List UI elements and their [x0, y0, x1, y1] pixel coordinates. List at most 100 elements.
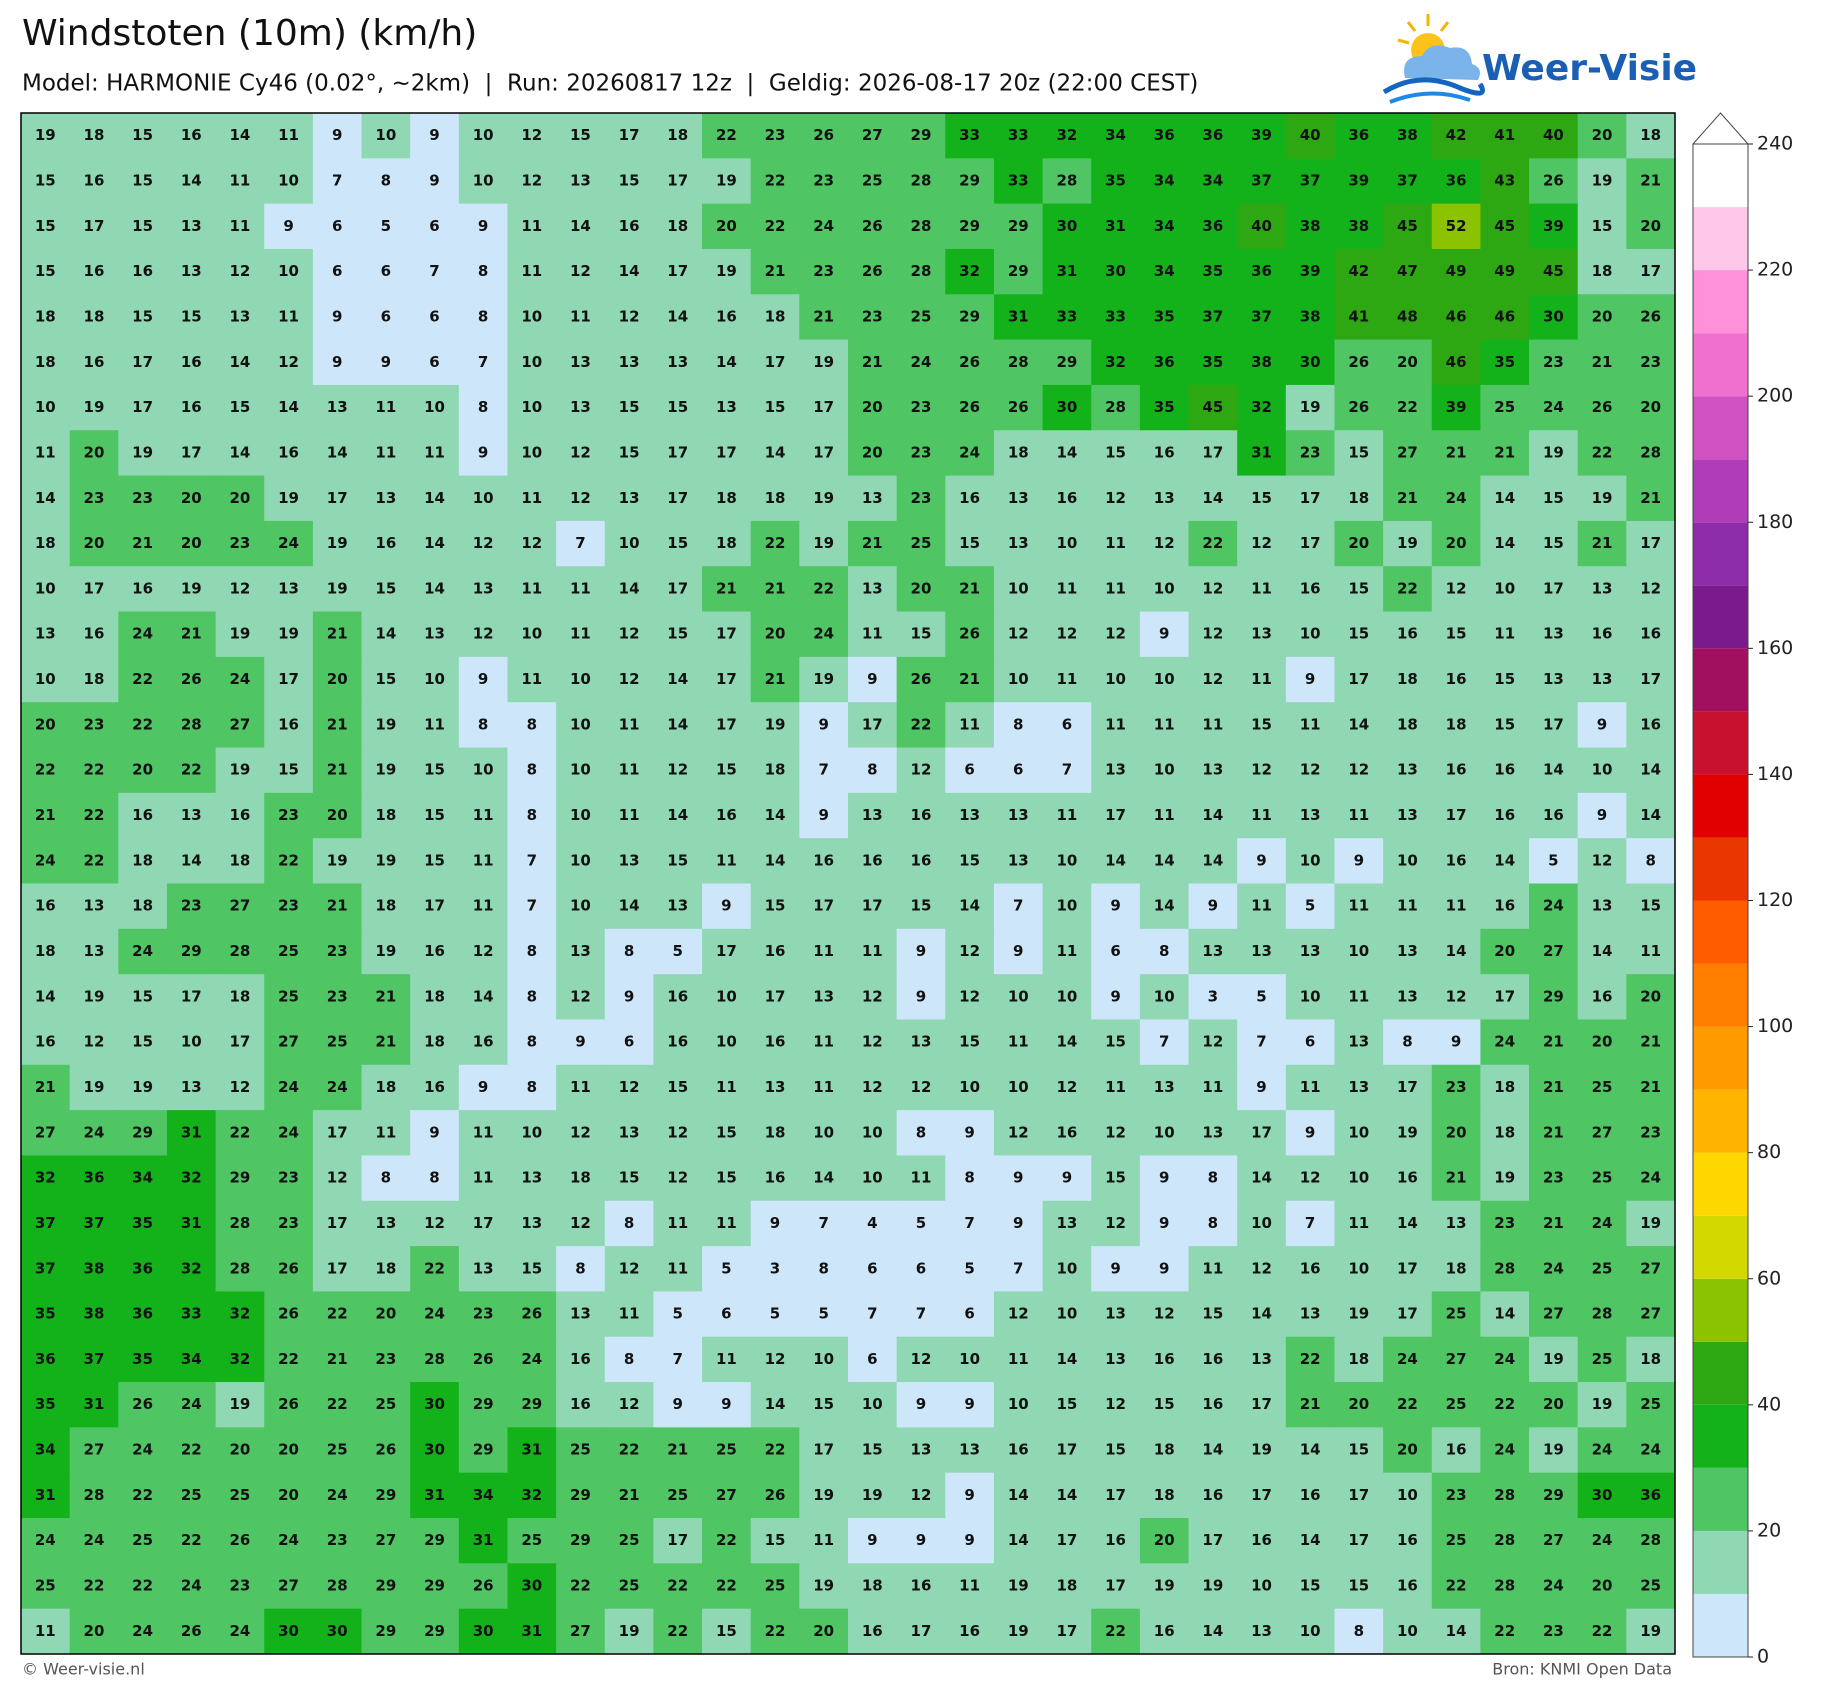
cell-label: 14 — [667, 670, 688, 688]
cell-label: 29 — [375, 1486, 396, 1504]
cell-label: 9 — [964, 1395, 974, 1413]
cell-label: 10 — [1008, 670, 1029, 688]
cell — [21, 974, 71, 1020]
cell — [166, 158, 217, 205]
cell-label: 24 — [1446, 489, 1467, 507]
cell — [848, 520, 898, 567]
cell-label: 22 — [181, 1531, 202, 1549]
cell-label: 9 — [332, 126, 342, 144]
cell — [848, 747, 898, 794]
cell-label: 13 — [862, 806, 883, 824]
cell — [604, 1064, 654, 1111]
cell-label: 7 — [527, 897, 537, 915]
cell — [896, 883, 946, 930]
cell — [750, 203, 800, 250]
cell-label: 16 — [84, 171, 105, 189]
cell-label: 19 — [229, 1395, 250, 1413]
cell-label: 31 — [181, 1214, 202, 1232]
cell-label: 24 — [1494, 1033, 1515, 1051]
cell-label: 24 — [278, 1531, 299, 1549]
cell-label: 10 — [1251, 1214, 1272, 1232]
cell-label: 24 — [521, 1350, 542, 1368]
cell — [604, 158, 654, 205]
cell — [215, 656, 265, 703]
cell-label: 12 — [521, 171, 542, 189]
cell — [556, 792, 606, 839]
cell-label: 27 — [1543, 942, 1564, 960]
cell-label: 45 — [1397, 217, 1418, 235]
cell-label: 18 — [765, 489, 786, 507]
cell — [21, 384, 71, 431]
cell-label: 37 — [84, 1214, 105, 1232]
cell-label: 11 — [1251, 670, 1272, 688]
cell — [312, 520, 363, 567]
cell-label: 22 — [765, 217, 786, 235]
cell — [312, 838, 363, 884]
cell-label: 8 — [478, 262, 488, 280]
cell-label: 36 — [35, 1350, 56, 1368]
cell — [507, 1019, 557, 1066]
cell-label: 29 — [473, 1441, 494, 1459]
cell-label: 17 — [1348, 1531, 1369, 1549]
cell-label: 16 — [667, 987, 688, 1005]
cell-label: 14 — [1154, 851, 1175, 869]
cell-label: 49 — [1446, 262, 1467, 280]
cell-label: 22 — [1300, 1350, 1321, 1368]
cell — [848, 248, 898, 295]
cell-label: 23 — [813, 171, 834, 189]
cell — [848, 974, 898, 1020]
cell — [653, 339, 703, 386]
cell-label: 17 — [424, 897, 445, 915]
cell-label: 31 — [1056, 262, 1077, 280]
cell-label: 30 — [521, 1577, 542, 1595]
cell-label: 8 — [1402, 1033, 1412, 1051]
cell-label: 14 — [181, 171, 202, 189]
cell-label: 18 — [716, 489, 737, 507]
cell-label: 27 — [278, 1033, 299, 1051]
colorbar-band — [1693, 1593, 1748, 1657]
colorbar-tick-label: 120 — [1757, 889, 1793, 911]
cell-label: 12 — [1154, 534, 1175, 552]
cell — [604, 566, 654, 613]
cell-label: 10 — [716, 987, 737, 1005]
cell-label: 17 — [667, 1531, 688, 1549]
cell-label: 18 — [1348, 489, 1369, 507]
cell-label: 28 — [1056, 171, 1077, 189]
cell — [1383, 339, 1433, 386]
cell-label: 21 — [1592, 534, 1613, 552]
cell-label: 14 — [667, 806, 688, 824]
cell-label: 10 — [1397, 1486, 1418, 1504]
cell-label: 12 — [862, 1033, 883, 1051]
cell-label: 16 — [132, 579, 153, 597]
cell-label: 9 — [673, 1395, 683, 1413]
cell-label: 9 — [867, 1531, 877, 1549]
cell-label: 9 — [1159, 625, 1169, 643]
cell-label: 24 — [1640, 1441, 1661, 1459]
cell-label: 22 — [229, 1123, 250, 1141]
cell — [312, 566, 363, 613]
cell-label: 12 — [570, 443, 591, 461]
cell — [750, 1019, 800, 1066]
cell — [21, 158, 71, 205]
cell-label: 17 — [813, 398, 834, 416]
cell-label: 34 — [473, 1486, 494, 1504]
cell — [118, 248, 168, 295]
cell-label: 17 — [765, 353, 786, 371]
cell — [312, 883, 363, 930]
cell-label: 19 — [862, 1486, 883, 1504]
cell — [945, 883, 995, 930]
cell-label: 13 — [327, 398, 348, 416]
cell-label: 47 — [1397, 262, 1418, 280]
cell — [702, 475, 752, 522]
cell-label: 18 — [1494, 1123, 1515, 1141]
cell-label: 32 — [229, 1305, 250, 1323]
cell-label: 11 — [1348, 897, 1369, 915]
cell — [507, 158, 557, 205]
cell-label: 9 — [429, 1123, 439, 1141]
cell — [166, 792, 217, 839]
footer-right: Bron: KNMI Open Data — [1492, 1660, 1672, 1679]
cell — [264, 747, 314, 794]
cell — [507, 928, 557, 975]
cell — [1529, 792, 1579, 839]
cell — [1091, 928, 1141, 975]
